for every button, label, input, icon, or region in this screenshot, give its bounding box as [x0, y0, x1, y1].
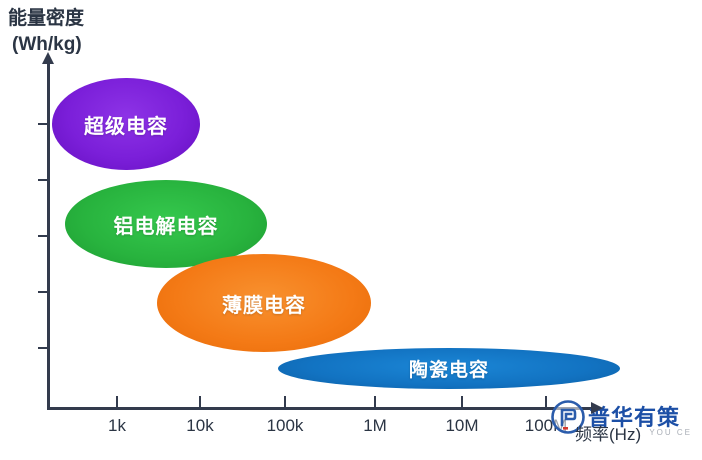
y-axis-title-line1: 能量密度	[8, 8, 85, 29]
x-tick-label-1M: 1M	[363, 416, 387, 435]
y-axis-title: 能量密度 (Wh/kg)	[8, 6, 84, 58]
x-tick-label-10M: 10M	[445, 416, 479, 435]
y-tick	[38, 123, 48, 125]
watermark-brand-text: 普华有策	[588, 405, 681, 430]
region-supercapacitor-label: 超级电容	[84, 115, 168, 138]
x-tick	[116, 396, 118, 408]
region-ceramic-capacitor-label: 陶瓷电容	[408, 360, 489, 381]
puhua-logo-icon	[549, 399, 587, 436]
x-tick-label-100k: 100k	[266, 416, 304, 435]
region-aluminum-electrolytic-label: 铝电解电容	[113, 215, 219, 238]
y-axis-line	[47, 58, 50, 409]
x-tick	[284, 396, 286, 408]
x-axis-line	[47, 407, 594, 410]
region-supercapacitor: 超级电容	[52, 78, 200, 170]
y-tick	[38, 235, 48, 237]
y-tick	[38, 179, 48, 181]
y-axis-arrow-icon	[42, 52, 54, 64]
y-tick	[38, 291, 48, 293]
x-tick	[374, 396, 376, 408]
x-tick-label-10k: 10k	[186, 416, 214, 435]
y-axis-title-line2: (Wh/kg)	[12, 34, 82, 55]
x-axis-title: 频率(Hz)	[575, 425, 642, 444]
region-ceramic-capacitor: 陶瓷电容	[278, 348, 620, 389]
y-tick	[38, 347, 48, 349]
region-aluminum-electrolytic-capacitor: 铝电解电容	[65, 180, 267, 268]
x-tick	[545, 396, 547, 408]
x-tick	[199, 396, 201, 408]
region-film-capacitor: 薄膜电容	[157, 254, 371, 352]
watermark-tagline-text: YOU CE	[649, 428, 692, 437]
x-axis-arrow-icon	[591, 402, 603, 414]
x-tick-label-1k: 1k	[108, 416, 126, 435]
x-tick	[461, 396, 463, 408]
region-film-capacitor-label: 薄膜电容	[222, 294, 306, 317]
